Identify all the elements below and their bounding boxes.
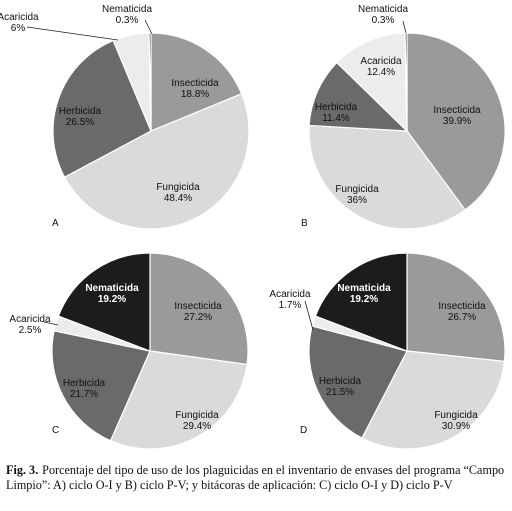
slice-name-label: Nematicida — [85, 283, 139, 294]
slice-value-label: 6% — [11, 23, 26, 34]
slice-herbicida — [308, 325, 408, 439]
slice-value-label: 1.7% — [279, 300, 302, 311]
slice-name-label: Insecticida — [174, 301, 222, 312]
slice-insecticida — [406, 32, 506, 211]
slice-nematicida — [404, 32, 408, 132]
slice-name-label: Insecticida — [433, 105, 481, 116]
slice-insecticida — [149, 252, 249, 366]
slice-value-label: 19.2% — [350, 294, 378, 305]
slice-value-label: 30.9% — [442, 421, 470, 432]
slice-name-label: Nematicida — [337, 283, 391, 294]
slice-name-label: Herbicida — [319, 376, 362, 387]
slice-name-label: Herbicida — [59, 106, 102, 117]
leader-line-acaricida — [304, 300, 314, 331]
slice-fungicida — [308, 124, 466, 230]
slice-fungicida — [109, 350, 248, 450]
slice-value-label: 21.5% — [326, 387, 354, 398]
slice-herbicida — [52, 39, 152, 178]
slice-insecticida — [150, 32, 243, 132]
slice-herbicida — [308, 61, 409, 132]
slice-name-label: Nematicida — [358, 4, 408, 15]
slice-value-label: 2.5% — [19, 325, 42, 336]
caption-label: Fig. 3. — [6, 463, 39, 477]
slice-value-label: 19.2% — [98, 294, 126, 305]
slice-value-label: 26.7% — [448, 312, 476, 323]
slice-name-label: Fungicida — [156, 182, 200, 193]
slice-value-label: 21.7% — [70, 389, 98, 400]
slice-value-label: 26.5% — [66, 117, 94, 128]
leader-line-nematicida — [144, 19, 153, 35]
leader-line-nematicida — [402, 20, 407, 34]
caption-text: Porcentaje del tipo de uso de los plagui… — [6, 463, 505, 492]
slice-herbicida — [51, 330, 151, 442]
slice-fungicida — [63, 92, 250, 230]
slice-value-label: 48.4% — [164, 193, 192, 204]
slice-value-label: 18.8% — [181, 89, 209, 100]
slice-value-label: 11.4% — [322, 113, 350, 124]
panel-label: D — [300, 425, 307, 436]
panel-label: B — [301, 218, 308, 229]
slice-value-label: 12.4% — [367, 67, 395, 78]
slice-name-label: Acaricida — [269, 289, 311, 300]
slice-name-label: Acaricida — [360, 56, 402, 67]
slice-name-label: Herbicida — [63, 378, 106, 389]
slice-name-label: Fungicida — [175, 410, 219, 421]
slice-acaricida — [335, 32, 408, 133]
slice-name-label: Insecticida — [438, 301, 486, 312]
slice-name-label: Nematicida — [102, 4, 152, 15]
slice-name-label: Acaricida — [9, 314, 51, 325]
slice-value-label: 29.4% — [183, 421, 211, 432]
slice-name-label: Fungicida — [434, 410, 478, 421]
slice-value-label: 36% — [347, 195, 367, 206]
panel-label: A — [52, 218, 59, 229]
slice-value-label: 39.9% — [443, 116, 471, 127]
slice-name-label: Fungicida — [335, 184, 379, 195]
panel-label: C — [52, 425, 59, 436]
slice-nematicida — [57, 252, 151, 352]
slice-name-label: Acaricida — [0, 12, 39, 23]
slice-value-label: 27.2% — [184, 312, 212, 323]
slice-nematicida — [314, 252, 408, 352]
figure-caption: Fig. 3. Porcentaje del tipo de uso de los… — [6, 463, 506, 493]
slice-value-label: 0.3% — [372, 15, 395, 26]
leader-line-acaricida — [43, 321, 59, 326]
slice-nematicida — [148, 32, 152, 132]
figure-pie-charts: Insecticida18.8%Fungicida48.4%Herbicida2… — [0, 4, 506, 450]
slice-fungicida — [361, 350, 506, 450]
slice-name-label: Insecticida — [171, 78, 219, 89]
leader-line-acaricida — [26, 26, 119, 41]
slice-name-label: Herbicida — [315, 102, 358, 113]
slice-value-label: 0.3% — [116, 15, 139, 26]
slice-insecticida — [406, 252, 506, 363]
pie-chart-C: Insecticida27.2%Fungicida29.4%Herbicida2… — [9, 252, 249, 450]
